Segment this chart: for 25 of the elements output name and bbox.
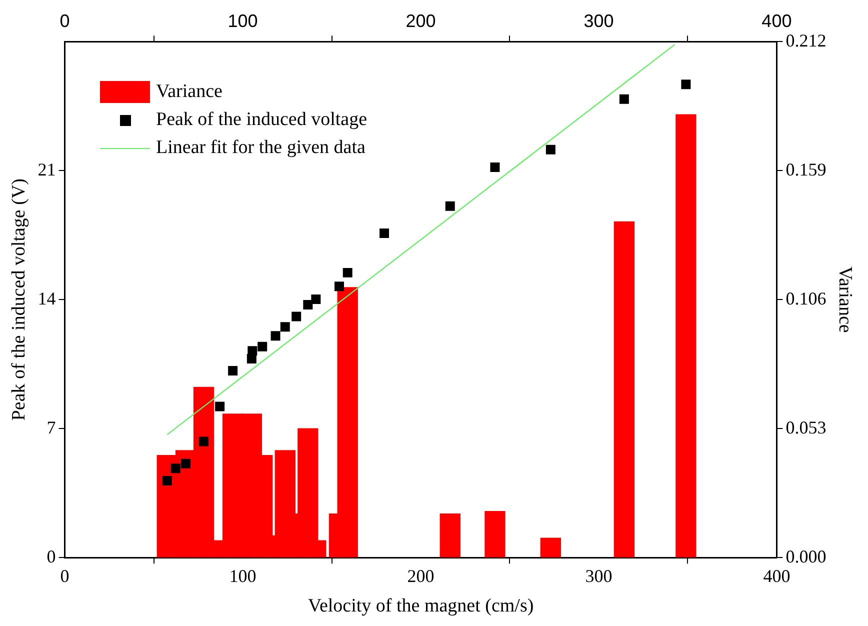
x-tick-label: 300 [585,566,612,586]
x2-tick-label: 400 [762,10,792,31]
y-tick-label: 7 [46,417,56,438]
y2-tick-label: 0.106 [786,288,826,308]
legend-label: Peak of the induced voltage [156,109,368,131]
x2-tick-label: 0 [60,10,70,31]
x-tick-label: 100 [229,566,256,586]
y2-tick-label: 0.212 [786,30,826,50]
x2-tick-label: 100 [228,10,258,31]
y2-tick-label: 0.000 [786,546,826,566]
x-axis-title: Velocity of the magnet (cm/s) [308,596,534,617]
x-tick-label: 0 [60,566,70,586]
x-tick-label: 400 [763,566,790,586]
y2-tick-label: 0.053 [786,417,826,438]
y-tick-label: 21 [38,159,56,180]
legend-label: Linear fit for the given data [156,137,366,159]
y2-axis-title: Variance [834,266,856,333]
x-tick-label: 200 [407,566,434,586]
legend-label: Variance [156,81,222,103]
x2-tick-label: 200 [406,10,436,31]
y-tick-label: 0 [46,546,56,566]
y-axis-title: Peak of the induced voltage (V) [8,178,30,421]
y-tick-label: 14 [38,288,56,308]
y2-tick-label: 0.159 [786,159,826,180]
x2-tick-label: 300 [584,10,614,31]
